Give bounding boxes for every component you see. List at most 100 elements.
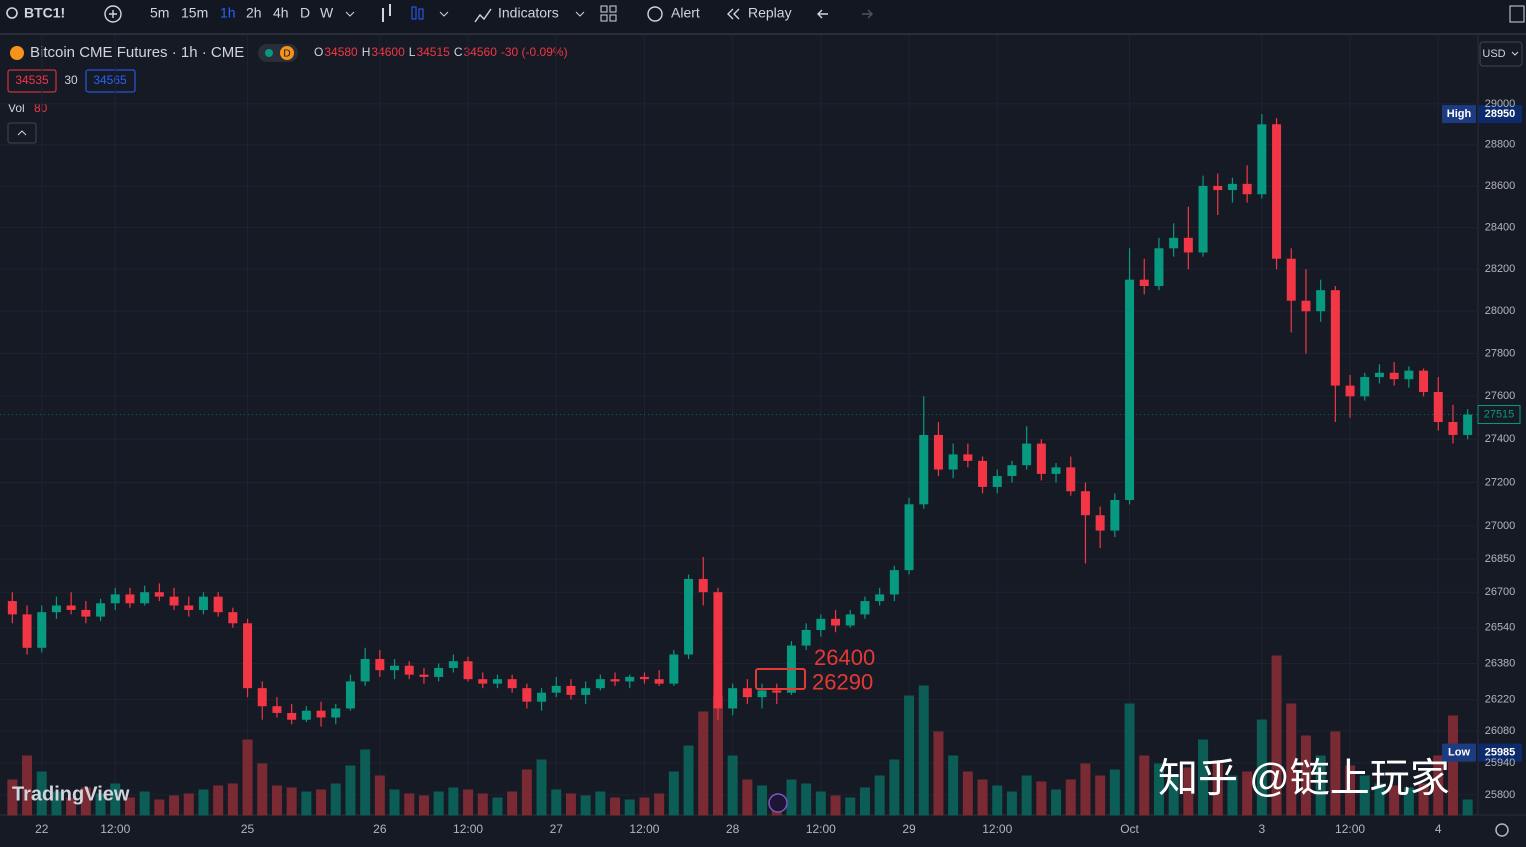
candle-body <box>610 679 620 682</box>
bar-type-icon[interactable] <box>382 4 391 22</box>
candle-body <box>1080 491 1090 516</box>
volume-bar <box>918 685 929 816</box>
collapse-button[interactable] <box>7 122 37 144</box>
y-tick-label: 28200 <box>1485 263 1516 275</box>
volume-bar <box>316 789 327 816</box>
interval[interactable]: 2h <box>246 5 262 21</box>
candle-body <box>639 676 649 680</box>
candle-body <box>1198 185 1208 253</box>
volume-bar <box>463 789 474 816</box>
volume-bar <box>492 797 503 816</box>
volume-bar <box>404 793 415 816</box>
layout-icon[interactable] <box>600 5 617 22</box>
volume-bar <box>1359 775 1370 816</box>
volume-bar <box>286 787 297 816</box>
symbol[interactable]: BTC1! <box>24 5 65 21</box>
interval[interactable]: 15m <box>181 5 208 21</box>
candle-body <box>257 688 267 707</box>
interval[interactable]: 1h <box>220 5 236 21</box>
legend-title: Bitcoin CME Futures · 1h · CME <box>30 44 244 61</box>
last-price-tag <box>1477 405 1521 425</box>
currency-box[interactable] <box>1479 41 1523 67</box>
volume-bar <box>1447 715 1458 816</box>
candle-body <box>7 601 17 615</box>
volume-bar <box>95 793 106 816</box>
interval-group: 5m 15m 1h 2h 4h D W <box>150 5 334 21</box>
replay-button[interactable]: Replay <box>748 5 792 21</box>
volume-bar <box>1139 755 1150 816</box>
volume-bar <box>360 749 371 816</box>
chevron[interactable] <box>439 11 449 17</box>
volume-bar <box>1080 763 1091 816</box>
chevron[interactable] <box>575 11 585 17</box>
indicators-icon <box>474 8 492 23</box>
candle-body <box>198 596 208 610</box>
settings-icon[interactable] <box>1495 823 1509 837</box>
volume-bar <box>1065 779 1076 816</box>
collapse-icon <box>17 130 27 136</box>
volume-bar <box>639 797 650 816</box>
candle-body <box>375 658 385 671</box>
candle-body <box>81 609 91 617</box>
volume-bar <box>1389 785 1400 816</box>
redo[interactable] <box>862 9 873 19</box>
volume-bar <box>507 791 518 816</box>
interval[interactable]: 4h <box>273 5 289 21</box>
sell-box[interactable] <box>7 69 57 93</box>
candle-body <box>551 685 561 693</box>
search-icon[interactable] <box>6 7 18 19</box>
candle-body <box>140 592 150 604</box>
y-tick-label: 26700 <box>1485 586 1516 598</box>
volume-bar <box>198 789 209 816</box>
candle-body <box>404 665 414 675</box>
volume-bar <box>536 759 547 816</box>
candle-body <box>1360 377 1370 397</box>
volume-bar <box>213 785 224 816</box>
y-tick-label: 26080 <box>1485 725 1516 737</box>
interval[interactable]: D <box>300 5 310 21</box>
spread: 30 <box>64 73 78 87</box>
candle-body <box>1139 279 1149 286</box>
indicators-button[interactable]: Indicators <box>498 5 559 21</box>
candle-body <box>698 578 708 593</box>
y-tick-label: 26540 <box>1485 622 1516 634</box>
ohlc-label: C <box>454 45 463 59</box>
candle-body <box>434 667 444 677</box>
candle-body <box>331 708 341 718</box>
candle-body <box>1154 248 1164 286</box>
candle-body <box>1051 467 1061 474</box>
event-icon[interactable] <box>768 793 788 813</box>
ask[interactable]: 34565 <box>93 73 127 87</box>
y-tick-label: 28800 <box>1485 139 1516 151</box>
volume-bar <box>1403 787 1414 816</box>
candle-body <box>448 661 458 668</box>
candle-body <box>1169 237 1179 249</box>
volume-bar <box>1109 769 1120 816</box>
fullscreen[interactable] <box>1509 5 1525 23</box>
candle-body <box>243 623 253 689</box>
volume-bar <box>1315 755 1326 816</box>
annotation-box <box>755 667 806 690</box>
ohlc-value: 34580 <box>324 45 358 59</box>
candle-body <box>845 614 855 626</box>
candle-icon[interactable] <box>411 6 417 20</box>
vol-value: 80 <box>34 101 48 115</box>
candle-body <box>566 685 576 695</box>
undo[interactable] <box>817 9 828 19</box>
interval[interactable]: W <box>320 5 334 21</box>
add-symbol[interactable] <box>104 5 122 23</box>
ohlc-label: L <box>409 45 416 59</box>
volume-bar <box>271 785 282 816</box>
candle-body <box>831 618 841 626</box>
x-tick-label: 12:00 <box>1335 822 1365 836</box>
alert-button[interactable]: Alert <box>671 5 700 21</box>
buy-box[interactable] <box>85 69 136 93</box>
bid[interactable]: 34535 <box>15 73 49 87</box>
candle-body <box>1095 515 1105 531</box>
currency[interactable]: USD <box>1482 48 1505 60</box>
volume-bar <box>859 787 870 816</box>
candle-body <box>816 618 826 630</box>
y-tick-label: 27800 <box>1485 348 1516 360</box>
chevron[interactable] <box>345 11 355 17</box>
interval[interactable]: 5m <box>150 5 169 21</box>
